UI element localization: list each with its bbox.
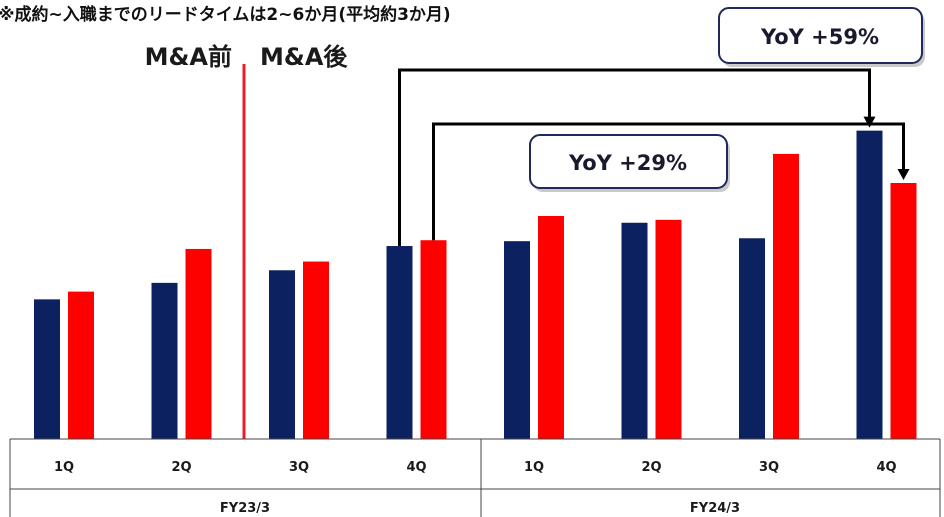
fiscal-year-label: FY23/3 (220, 501, 270, 516)
navy-bar-8 (856, 130, 883, 440)
red-bar-3 (303, 261, 329, 439)
red-bar-4 (420, 240, 447, 439)
yoy-59-callout-box (718, 7, 923, 64)
lead-time-note: ※成約~入職までのリードタイムは2~6か月(平均約3か月) (0, 4, 451, 25)
yoy-59-callout-text: YoY +59% (760, 25, 879, 49)
x-tick-label: 2Q (641, 460, 661, 475)
red-bar-6 (655, 219, 682, 439)
yoy-29-connector (432, 122, 905, 241)
navy-bar-7 (739, 238, 765, 439)
yoy-29-callout-box (529, 134, 728, 189)
red-bar-5 (538, 215, 564, 439)
yoy-29-callout-text: YoY +29% (568, 151, 687, 175)
red-bar-2 (185, 248, 212, 439)
navy-bar-5 (504, 241, 530, 439)
x-tick-label: 2Q (171, 460, 191, 475)
navy-bar-3 (269, 270, 295, 439)
era-label-after: M&A後 (260, 43, 348, 71)
red-bar-1 (68, 291, 94, 439)
red-bar-7 (773, 153, 799, 439)
x-tick-label: 3Q (759, 460, 779, 475)
x-tick-label: 4Q (406, 460, 426, 475)
navy-bar-2 (151, 282, 178, 439)
era-label-before: M&A前 (145, 43, 232, 71)
navy-bar-6 (621, 222, 648, 439)
x-tick-label: 1Q (524, 460, 544, 475)
navy-bar-4 (386, 246, 413, 439)
fiscal-year-label: FY24/3 (690, 501, 740, 516)
x-tick-label: 3Q (289, 460, 309, 475)
yoy-59-connector-arrowhead (863, 116, 876, 128)
yoy-29-connector-arrowhead (897, 169, 910, 180)
x-tick-label: 1Q (54, 460, 74, 475)
red-bar-8 (890, 183, 917, 439)
yoy-59-connector (398, 68, 871, 247)
navy-bar-1 (34, 299, 60, 439)
x-tick-label: 4Q (876, 460, 896, 475)
